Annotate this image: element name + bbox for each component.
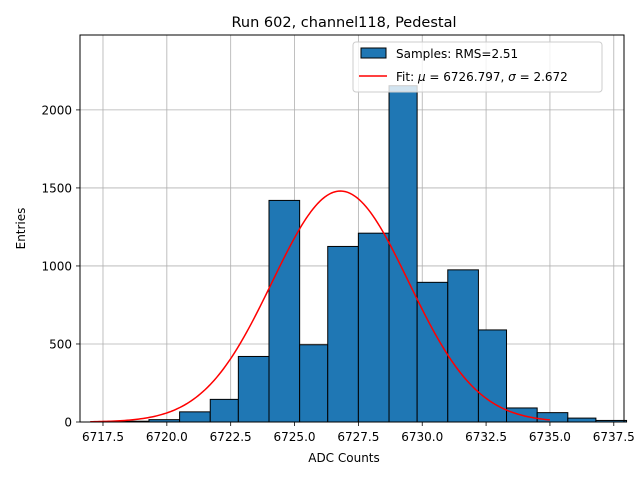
x-tick-label: 6730.0	[401, 430, 443, 444]
histogram-bar	[536, 412, 569, 423]
y-tick-label: 2000	[41, 103, 72, 117]
legend-fit-label: Fit: μ = 6726.797, σ = 2.672	[396, 70, 568, 84]
legend-fit-sigma-value: = 2.672	[516, 70, 568, 84]
legend-fit-prefix: Fit:	[396, 70, 418, 84]
histogram-bar	[388, 85, 418, 423]
y-tick-label: 500	[49, 337, 72, 351]
histogram-bar	[299, 344, 329, 423]
y-tick-label: 0	[64, 416, 72, 430]
y-tick-label: 1500	[41, 181, 72, 195]
y-axis-ticks: 0 500 1000 1500 2000	[41, 103, 80, 430]
legend-box	[352, 41, 603, 93]
histogram-bar	[327, 245, 359, 423]
histogram-bar	[268, 199, 301, 423]
x-tick-label: 6732.5	[465, 430, 507, 444]
legend-histogram-label: Samples: RMS=2.51	[396, 47, 518, 61]
x-tick-label: 6725.0	[274, 430, 316, 444]
legend-fit-mu-symbol: μ	[417, 70, 426, 84]
x-axis-ticks: 6717.5 6720.0 6722.5 6725.0 6727.5 6730.0 6732…	[82, 422, 635, 444]
chart-title: Run 602, channel118, Pedestal	[231, 15, 456, 31]
x-tick-label: 6720.0	[146, 430, 188, 444]
y-tick-label: 1000	[41, 259, 72, 273]
histogram-bar	[447, 269, 479, 423]
x-axis-label: ADC Counts	[308, 451, 380, 465]
x-tick-label: 6735.0	[529, 430, 571, 444]
histogram-bar	[179, 411, 211, 423]
y-axis-label: Entries	[14, 208, 28, 250]
histogram-bar	[416, 281, 449, 423]
histogram-bar	[567, 417, 597, 423]
histogram-bar	[237, 355, 270, 423]
x-tick-label: 6727.5	[337, 430, 379, 444]
histogram-bar	[209, 398, 239, 423]
histogram-bars	[120, 85, 628, 423]
legend-histogram-swatch	[360, 47, 387, 59]
histogram-bar	[357, 232, 390, 423]
fit-curve	[90, 190, 551, 423]
histogram-bar	[477, 329, 508, 423]
legend-fit-sigma-symbol: σ	[508, 70, 516, 84]
plot-frame	[79, 34, 625, 423]
x-tick-label: 6722.5	[210, 430, 252, 444]
legend-fit-mu-value: = 6726.797,	[426, 70, 509, 84]
legend: Samples: RMS=2.51 Fit: μ = 6726.797, σ =…	[352, 41, 603, 93]
x-tick-label: 6737.5	[593, 430, 635, 444]
x-tick-label: 6717.5	[82, 430, 124, 444]
